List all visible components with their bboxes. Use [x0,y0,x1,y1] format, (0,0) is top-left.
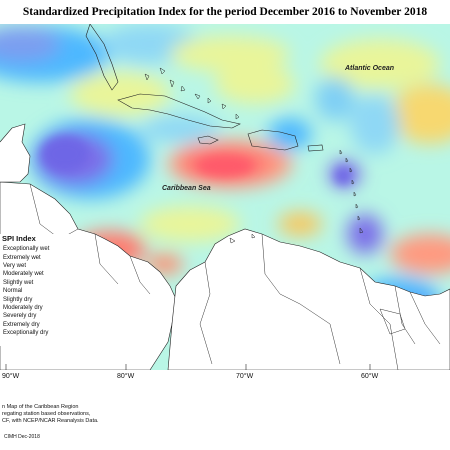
atlantic-ocean-label: Atlantic Ocean [344,65,394,72]
legend-item: Severely dry [3,313,37,320]
credit: CIMH Dec-2018 [4,434,40,440]
spi-legend: SPI Index Exceptionally wet Extremely we… [0,234,74,346]
country-borders [29,183,441,370]
tick-label: 90°W [2,373,20,380]
legend-item: Exceptionally dry [3,330,49,337]
caribbean-sea-label: Caribbean Sea [162,185,211,192]
small-islands [144,67,364,244]
hispaniola-island [247,129,299,151]
longitude-ticks [5,364,371,370]
legend-item: Exceptionally wet [3,246,50,253]
legend-title: SPI Index [2,234,36,243]
note-line: regating station based observations, [2,411,91,417]
cuba-island [117,93,241,129]
jamaica-island [197,135,219,145]
legend-item: Slightly wet [3,279,34,286]
legend-item: Very wet [3,262,27,269]
legend-item: Extremely wet [3,254,41,261]
puerto-rico-island [307,144,324,152]
tick-label: 60°W [361,373,379,380]
note-line: n Map of the Caribbean Region [2,404,79,410]
florida-peninsula [85,24,119,91]
legend-item: Normal [3,288,23,295]
legend-item: Moderately wet [3,271,44,278]
legend-item: Slightly dry [3,296,33,303]
legend-item: Moderately dry [3,304,43,311]
tick-label: 70°W [236,373,254,380]
note-line: CF, with NCEP/NCAR Reanalysis Data. [2,418,99,424]
map-notes: n Map of the Caribbean Region regating s… [2,404,99,425]
longitude-axis: 90°W 80°W 70°W 60°W [0,370,450,384]
spi-blobs [0,24,450,335]
yucatan-coast [0,123,31,183]
south-america-land [167,228,450,370]
map-title: Standardized Precipitation Index for the… [22,6,428,18]
legend-item: Extremely dry [3,321,40,328]
tick-label: 80°W [117,373,135,380]
